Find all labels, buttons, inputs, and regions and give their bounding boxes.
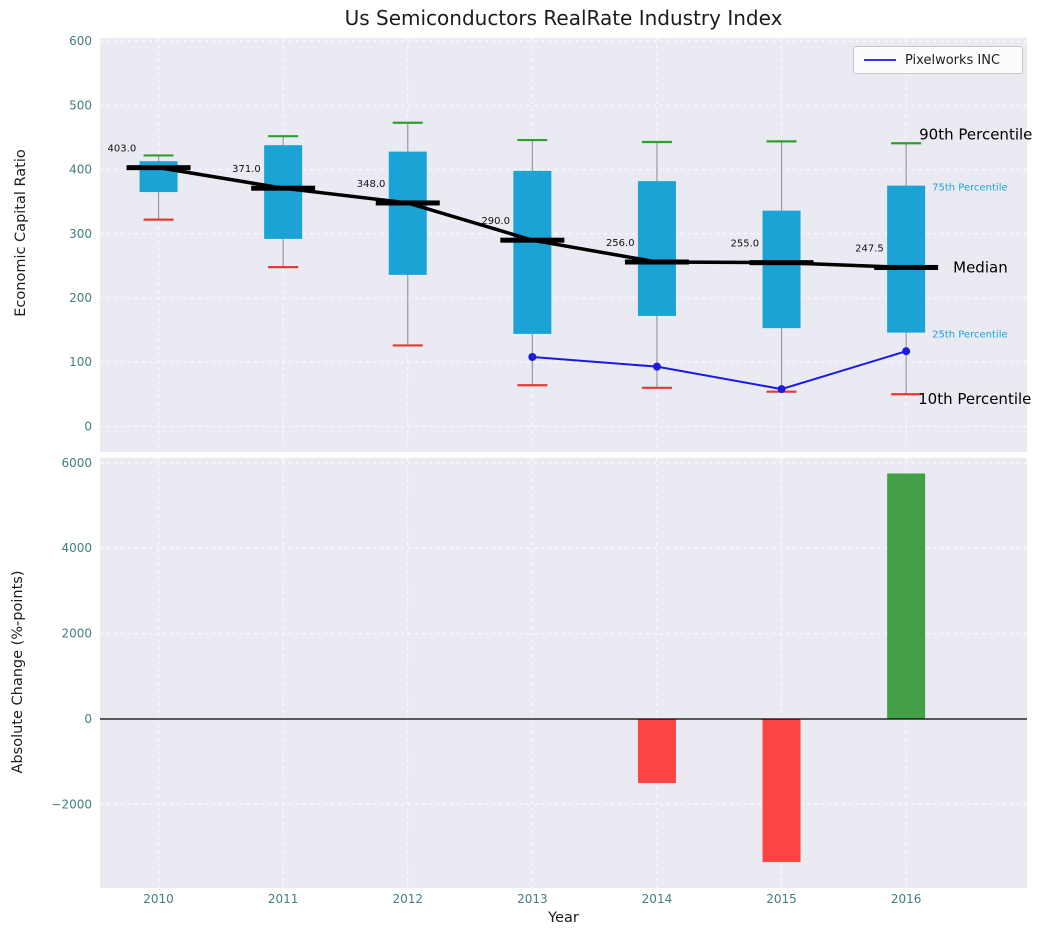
median-value-label: 290.0 [481, 216, 510, 227]
y-axis-label-bottom: Absolute Change (%-points) [10, 570, 26, 774]
box-2016 [887, 142, 926, 396]
iqr-box [388, 151, 427, 275]
company-line [532, 350, 907, 391]
iqr-box [513, 170, 552, 334]
median-value-label: 403.0 [108, 144, 137, 155]
percentile-annotation: Median [953, 258, 1008, 276]
y-tick-label: −2000 [51, 797, 92, 811]
y-tick-label: 2000 [61, 627, 92, 641]
company-point [528, 353, 537, 362]
legend-line-sample [864, 59, 896, 61]
x-axis-label: Year [548, 910, 579, 926]
box-2015 [762, 140, 801, 393]
box-2013 [513, 138, 552, 387]
iqr-box [264, 145, 303, 239]
median-segment [126, 165, 191, 171]
median-segment [375, 200, 440, 206]
y-tick-label: 0 [84, 419, 92, 433]
y-axis-label-top: Economic Capital Ratio [13, 149, 29, 317]
bar-2015 [762, 719, 801, 863]
x-tick-label: 2016 [891, 892, 922, 906]
box-2014 [637, 140, 676, 389]
company-point [777, 385, 786, 394]
iqr-box [762, 210, 801, 329]
company-point [652, 362, 661, 371]
x-ticks: 2010 2011 2012 2013 2014 2015 2016 [143, 892, 921, 906]
y-tick-label: 200 [69, 291, 92, 305]
percentile-annotation: 10th Percentile [918, 390, 1031, 408]
median-segment [500, 237, 565, 243]
x-tick-label: 2011 [268, 892, 299, 906]
x-tick-label: 2012 [392, 892, 423, 906]
y-tick-label: 6000 [61, 456, 92, 470]
bar-2014 [637, 719, 676, 784]
percentile-annotation: 90th Percentile [919, 125, 1032, 143]
y-tick-label: 300 [69, 227, 92, 241]
box-2012 [388, 121, 427, 347]
iqr-box [637, 181, 676, 316]
x-tick-label: 2014 [642, 892, 673, 906]
x-tick-label: 2015 [766, 892, 797, 906]
median-value-label: 255.0 [731, 239, 760, 250]
company-point [902, 347, 911, 356]
iqr-box [887, 185, 926, 333]
y-tick-label: 400 [69, 163, 92, 177]
legend-label: Pixelworks INC [905, 52, 1001, 68]
median-value-label: 247.5 [855, 243, 884, 254]
bottom-y-ticks: −2000 0 2000 4000 6000 [51, 456, 92, 812]
x-tick-label: 2013 [517, 892, 548, 906]
y-tick-label: 100 [69, 355, 92, 369]
median-value-label: 348.0 [357, 179, 386, 190]
top-y-ticks: 0 100 200 300 400 500 600 [69, 34, 92, 433]
median-value-label: 256.0 [606, 238, 635, 249]
median-segment [749, 260, 814, 266]
x-tick-label: 2010 [143, 892, 174, 906]
y-tick-label: 0 [84, 712, 92, 726]
y-tick-label: 500 [69, 98, 92, 112]
bar-2016 [887, 473, 926, 720]
percentile-annotation: 25th Percentile [932, 330, 1008, 341]
y-tick-label: 4000 [61, 541, 92, 555]
median-segment [251, 185, 316, 191]
median-segment [874, 264, 939, 270]
percentile-annotation: 75th Percentile [932, 183, 1008, 194]
box-2011 [264, 135, 303, 269]
bottom-panel [100, 458, 1027, 888]
chart-title: Us Semiconductors RealRate Industry Inde… [344, 6, 783, 30]
legend: Pixelworks INC [853, 46, 1023, 74]
y-tick-label: 600 [69, 34, 92, 48]
median-segment [624, 259, 689, 265]
median-value-label: 371.0 [232, 164, 261, 175]
